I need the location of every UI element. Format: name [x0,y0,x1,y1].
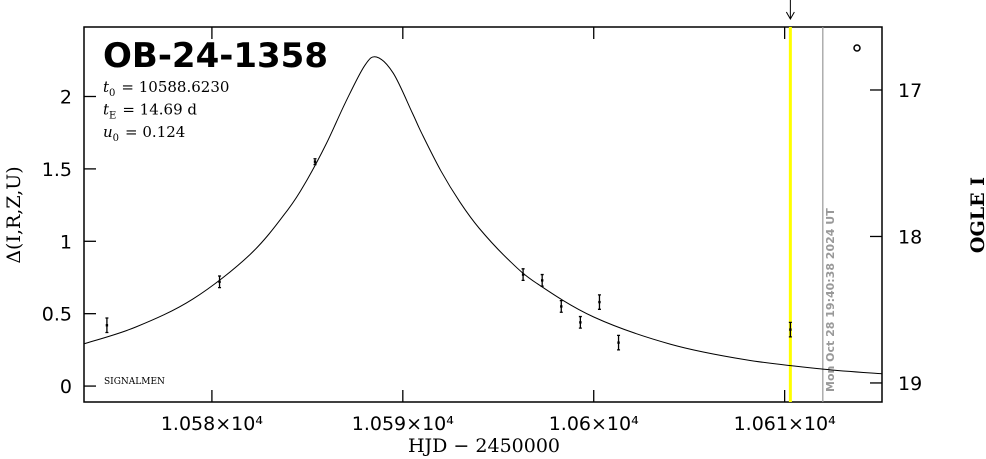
y-tick-label: 1 [60,231,72,253]
parameter-symbol: u [103,123,113,141]
x-tick-label: 1.06×10⁴ [549,413,639,435]
data-point [105,324,109,327]
data-point [560,305,563,308]
y2-tick-label: 17 [898,80,922,102]
marker-label: Mon Oct 28 19:40:38 2024 UT [824,208,837,392]
parameter-text: = 10588.6230 [121,78,229,96]
data-point [218,280,221,284]
parameter: t0 = 10588.6230 [103,78,229,99]
data-point [789,328,792,331]
marker-arrow [785,0,795,21]
y-tick-label: 0 [60,376,72,398]
model-curve [83,56,883,375]
parameter: u0 = 0.124 [103,123,185,144]
parameter-text: = 14.69 d [122,101,197,119]
symbol-marker [853,44,861,52]
data-point [313,160,317,163]
data-point [521,273,525,276]
x-tick-label: 1.061×10⁴ [734,413,836,435]
parameter-symbol: t [103,101,110,119]
parameter-subscript: 0 [113,133,119,144]
data-point [617,341,620,344]
y2-axis-label: OGLE I [967,177,986,253]
x-tick-label: 1.059×10⁴ [352,413,454,435]
y-axis-label: Δ(I,R,Z,U) [3,166,25,263]
y-tick-label: 1.5 [42,159,72,181]
x-tick-label: 1.058×10⁴ [161,413,263,435]
data-point [598,300,601,304]
y2-tick-label: 19 [898,373,922,395]
parameter-symbol: t [103,78,110,96]
chart-title: OB-24-1358 [103,36,328,76]
source-label: SIGNALMEN [104,377,165,387]
y2-tick-label: 18 [898,226,922,248]
y-tick-label: 2 [60,86,72,108]
y-tick-label: 0.5 [42,304,72,326]
x-axis-label: HJD − 2450000 [408,435,560,457]
data-point [579,321,582,324]
parameter-subscript: 0 [109,88,115,99]
parameter-text: = 0.124 [125,123,185,141]
data-point [540,279,544,282]
parameter: tE = 14.69 d [103,101,197,122]
parameter-subscript: E [109,111,116,122]
plot-frame [83,26,883,403]
